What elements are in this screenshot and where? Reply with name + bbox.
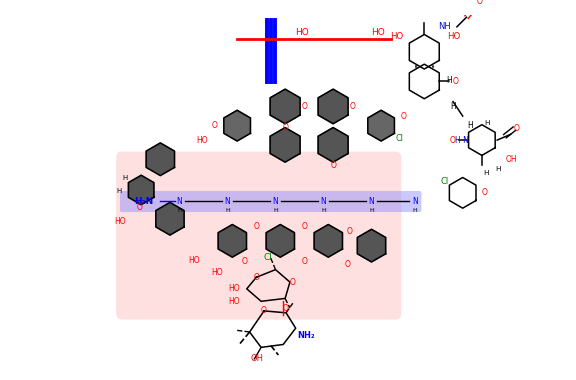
Text: HO: HO <box>114 217 126 226</box>
Text: H: H <box>273 207 278 213</box>
Text: HO: HO <box>229 297 240 306</box>
Text: H: H <box>468 121 473 130</box>
Polygon shape <box>270 89 300 124</box>
Text: Cl: Cl <box>263 253 272 262</box>
Polygon shape <box>156 203 184 235</box>
Polygon shape <box>224 110 251 141</box>
Text: O: O <box>301 222 307 231</box>
Text: NH: NH <box>438 22 450 31</box>
Text: N: N <box>369 197 374 206</box>
Text: O: O <box>212 121 218 130</box>
Polygon shape <box>146 143 175 176</box>
Text: H: H <box>116 188 122 194</box>
FancyBboxPatch shape <box>120 191 422 212</box>
Text: O: O <box>350 102 355 111</box>
Text: O: O <box>242 257 248 266</box>
Text: H: H <box>495 166 501 172</box>
FancyBboxPatch shape <box>116 152 401 320</box>
Text: O: O <box>137 203 142 212</box>
Text: N: N <box>225 197 230 206</box>
Text: OH: OH <box>506 155 517 164</box>
Text: HO: HO <box>372 28 385 37</box>
Text: O: O <box>301 257 307 266</box>
Text: O: O <box>290 278 296 287</box>
Text: Cl: Cl <box>396 134 403 142</box>
Text: O: O <box>344 260 350 269</box>
Text: H: H <box>484 120 490 126</box>
Text: O: O <box>253 222 259 231</box>
Text: O: O <box>400 112 406 120</box>
Polygon shape <box>218 225 247 257</box>
Polygon shape <box>128 175 154 205</box>
Text: HO: HO <box>188 255 200 264</box>
Text: H: H <box>446 76 452 85</box>
Text: H: H <box>450 102 456 111</box>
Text: H: H <box>177 207 182 213</box>
Text: N: N <box>412 197 418 206</box>
Text: H: H <box>483 170 488 176</box>
Polygon shape <box>318 89 348 124</box>
Text: O: O <box>282 123 288 132</box>
Text: HO: HO <box>390 32 403 41</box>
Text: HO: HO <box>197 136 209 144</box>
Text: O: O <box>347 227 353 236</box>
Text: O: O <box>482 188 488 197</box>
Text: O: O <box>477 0 483 6</box>
Text: O: O <box>449 136 455 144</box>
Text: H: H <box>369 207 374 213</box>
Text: N: N <box>177 197 183 206</box>
Polygon shape <box>368 110 395 141</box>
Text: H N: H N <box>454 136 468 144</box>
Text: N: N <box>272 197 278 206</box>
Text: HO: HO <box>211 268 223 277</box>
Text: OH: OH <box>251 355 264 363</box>
Text: O: O <box>253 273 259 282</box>
Text: H₂N: H₂N <box>134 197 154 206</box>
Text: HO: HO <box>295 28 309 37</box>
Text: O: O <box>261 306 267 315</box>
Text: N: N <box>321 197 327 206</box>
Polygon shape <box>314 225 343 257</box>
Text: O: O <box>513 124 520 133</box>
Text: O: O <box>330 162 336 171</box>
Text: HO: HO <box>448 32 461 41</box>
Text: H: H <box>412 207 417 213</box>
Polygon shape <box>318 128 348 162</box>
Text: H: H <box>321 207 326 213</box>
Text: O: O <box>282 304 288 312</box>
Text: O: O <box>453 77 458 86</box>
Polygon shape <box>266 225 294 257</box>
Text: NH₂: NH₂ <box>298 331 315 340</box>
Text: H: H <box>122 176 127 181</box>
Text: Cl: Cl <box>440 177 448 186</box>
Polygon shape <box>357 229 386 262</box>
Text: HO: HO <box>229 284 240 293</box>
Text: O: O <box>301 102 307 111</box>
Polygon shape <box>270 128 300 162</box>
Text: H: H <box>225 207 230 213</box>
